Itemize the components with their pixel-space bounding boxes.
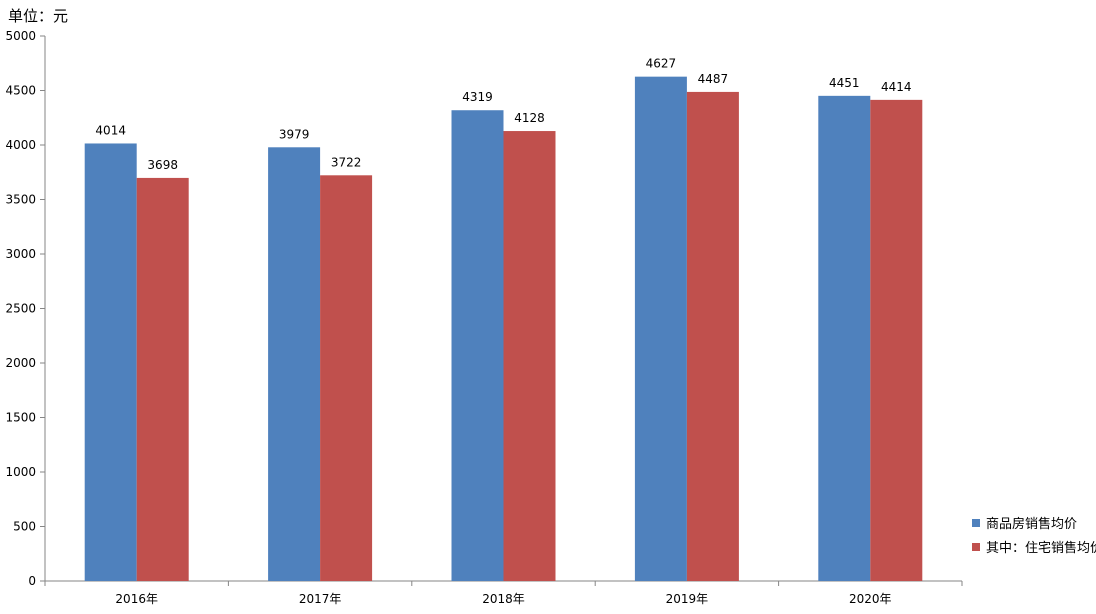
data-label: 4319 (462, 90, 493, 104)
legend-label: 商品房销售均价 (986, 516, 1077, 532)
data-label: 4414 (881, 80, 912, 94)
bar-residential (136, 177, 189, 581)
bars (84, 76, 923, 582)
bar-commercial (84, 143, 137, 581)
data-label: 3979 (279, 127, 310, 141)
y-tick-label: 3000 (5, 247, 36, 261)
x-tick-label: 2020年 (849, 592, 892, 606)
bar-residential (320, 175, 373, 581)
legend-swatch (972, 519, 980, 527)
y-tick-label: 1000 (5, 465, 36, 479)
data-label: 4128 (514, 111, 545, 125)
bar-commercial (818, 95, 871, 581)
legend-swatch (972, 543, 980, 551)
y-tick-label: 5000 (5, 29, 36, 43)
data-label: 4487 (698, 72, 729, 86)
y-tick-label: 3500 (5, 193, 36, 207)
bar-commercial (634, 76, 687, 582)
data-label: 4451 (829, 76, 860, 90)
bar-commercial (268, 147, 321, 581)
y-tick-label: 1500 (5, 411, 36, 425)
y-tick-label: 500 (13, 520, 36, 534)
bar-commercial (451, 110, 504, 581)
data-label: 3722 (331, 155, 362, 169)
bar-residential (686, 91, 739, 582)
x-tick-label: 2019年 (666, 592, 709, 606)
bar-residential (870, 99, 923, 582)
data-labels: 4014 3698 3979 3722 4319 4128 4627 4487 4451 4414 (95, 57, 911, 172)
data-label: 4627 (646, 57, 677, 71)
x-tick-label: 2016年 (115, 592, 158, 606)
y-tick-label: 2500 (5, 302, 36, 316)
data-label: 4014 (95, 123, 126, 137)
unit-label: 单位：元 (8, 7, 68, 25)
x-tick-label: 2018年 (482, 592, 525, 606)
x-tick-label: 2017年 (299, 592, 342, 606)
bar-residential (503, 131, 556, 581)
legend-label: 其中：住宅销售均价 (986, 540, 1096, 556)
axes: 0 500 1000 1500 2000 2500 3000 3500 4000 4500 5000… (5, 29, 963, 606)
y-tick-label: 4000 (5, 138, 36, 152)
y-tick-label: 0 (28, 574, 36, 588)
y-tick-label: 2000 (5, 356, 36, 370)
y-tick-label: 4500 (5, 84, 36, 98)
data-label: 3698 (147, 158, 178, 172)
